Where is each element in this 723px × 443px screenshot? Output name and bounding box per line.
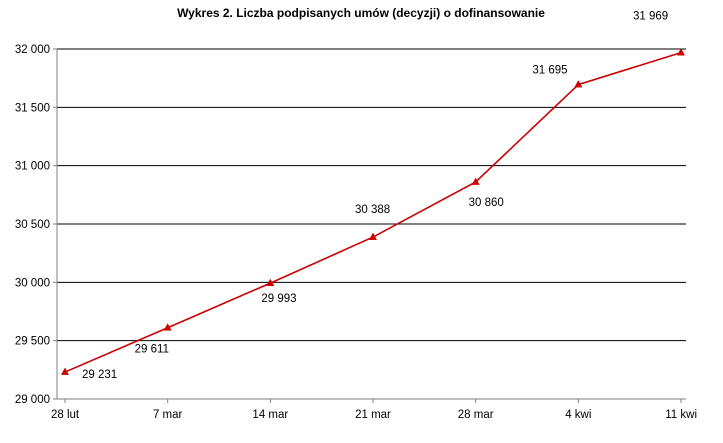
y-tick-label: 29 000 [15,394,50,406]
y-tick-label: 29 500 [15,336,50,348]
x-tick-label: 14 mar [252,409,288,421]
y-tick-label: 31 500 [15,102,50,114]
x-tick-label: 11 kwi [665,409,697,421]
y-tick-label: 31 000 [15,161,50,173]
x-tick-label: 4 kwi [565,409,591,421]
data-point-marker [574,80,583,88]
plot-area: 29 000 29 500 30 000 30 500 31 000 31 500 32 0… [15,11,697,421]
data-label: 29 231 [82,369,117,381]
x-tick-label: 28 mar [458,409,494,421]
data-label: 30 860 [469,197,504,209]
data-label: 31 969 [633,11,668,23]
y-tick-label: 32 000 [15,44,50,56]
chart-title: Wykres 2. Liczba podpisanych umów (decyz… [177,6,545,20]
data-point-marker [368,232,378,240]
data-label: 31 695 [532,65,567,77]
data-point-marker [676,48,686,56]
x-tick-label: 7 mar [153,409,183,421]
y-tick-label: 30 500 [15,219,50,231]
data-point-marker [266,278,275,286]
y-tick-label: 30 000 [15,277,50,289]
data-label: 29 611 [135,344,169,356]
data-point-marker [163,323,172,331]
data-label: 30 388 [355,204,390,216]
data-point-marker [60,367,70,375]
data-label: 29 993 [261,293,296,305]
data-point-marker [471,177,480,185]
x-tick-label: 28 lut [51,409,80,421]
x-tick-label: 21 mar [355,409,391,421]
